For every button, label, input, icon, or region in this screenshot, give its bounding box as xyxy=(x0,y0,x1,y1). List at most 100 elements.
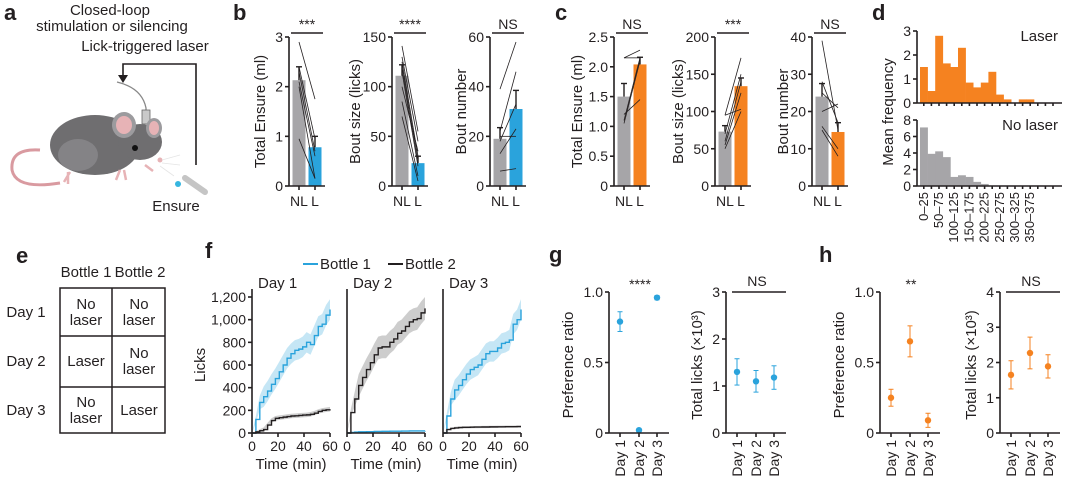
paired-line xyxy=(401,56,419,142)
subplot-day-2: 0 20 40 60 Time (min) Day 2 xyxy=(343,275,433,473)
paired-line xyxy=(623,99,641,115)
x-tick-label: Day 2 xyxy=(1022,440,1038,477)
arrow-head-icon xyxy=(118,75,128,83)
significance-label: NS xyxy=(622,16,641,32)
table-cell-text: No xyxy=(129,345,148,362)
x-tick-label: Day 2 xyxy=(748,440,764,477)
y-tick-label: 1.5 xyxy=(589,89,609,105)
significance-label: NS xyxy=(820,16,839,32)
ensure-drop-icon xyxy=(175,181,181,187)
bottle2-sem-band xyxy=(252,406,330,433)
y-tick-label: 3 xyxy=(903,23,911,39)
histogram-bar xyxy=(935,35,944,103)
y-tick-label: 800 xyxy=(223,334,247,350)
y-axis-label: Bout size (licks) xyxy=(670,59,687,164)
histogram-bar xyxy=(958,47,966,103)
histogram-bar xyxy=(927,91,936,103)
y-tick-label: 2 xyxy=(903,162,911,178)
histogram-bar xyxy=(1003,99,1012,103)
optic-fiber xyxy=(116,81,147,112)
table-cell-text: No xyxy=(76,394,95,411)
paired-line xyxy=(401,86,419,152)
histogram-bar xyxy=(920,67,928,103)
histogram-bar xyxy=(1026,99,1035,103)
y-tick-label: 0 xyxy=(986,425,994,441)
significance-label: NS xyxy=(498,16,517,32)
y-tick-label: 0 xyxy=(903,178,911,194)
y-axis-label: Preference ratio xyxy=(560,312,577,419)
paired-line xyxy=(821,103,839,112)
significance-label: *** xyxy=(725,16,742,32)
histogram-bar xyxy=(1018,99,1027,103)
paired-line xyxy=(298,71,316,152)
histogram-bar xyxy=(942,63,951,103)
y-tick-label: 2 xyxy=(712,331,720,347)
paired-line xyxy=(724,108,742,116)
y-tick-label: 0 xyxy=(600,178,608,194)
table-cell-text: No xyxy=(129,296,148,313)
mouse-illustration-icon xyxy=(10,112,181,187)
y-tick-label: 50 xyxy=(370,128,386,144)
panel-label-a: a xyxy=(4,0,17,25)
paired-line xyxy=(298,66,316,139)
histogram-bar xyxy=(927,153,936,186)
y-tick-label: 2 xyxy=(903,47,911,63)
y-axis-label: Bout size (licks) xyxy=(347,59,364,164)
panel-a-line1: Closed-loop xyxy=(70,2,150,19)
y-axis-label: Bout number xyxy=(453,69,470,155)
y-tick-label: 1,000 xyxy=(211,312,246,328)
data-point xyxy=(1007,371,1015,379)
dot-chart-h1: 0 0.5 1.0 Day 1 Day 2 Day 3 Preference ratio ** xyxy=(831,276,940,477)
bottle2-line xyxy=(347,308,426,434)
paired-line xyxy=(499,128,517,154)
dot-chart-h2: 0 1 2 3 4 Day 1 Day 2 Day 3 Total licks (×10³) NS xyxy=(963,273,1060,477)
paired-line xyxy=(499,168,517,172)
x-axis-label: Time (min) xyxy=(255,456,326,473)
y-tick-label: 0 xyxy=(238,425,246,441)
data-point xyxy=(1026,349,1034,357)
y-tick-label: 8 xyxy=(903,112,911,128)
panel-label-d: d xyxy=(872,0,885,25)
panel-e: e Bottle 1 Bottle 2 Day 1 NolaserNolaserD… xyxy=(6,243,166,434)
y-tick-label: 1 xyxy=(712,378,720,394)
histogram-bar xyxy=(973,181,982,186)
y-tick-label: 1.0 xyxy=(584,284,604,300)
significance-label: NS xyxy=(1021,273,1040,289)
x-tick-label: 50–75 xyxy=(931,192,946,228)
paired-line xyxy=(724,74,742,134)
x-tick-label: 40 xyxy=(296,438,312,454)
y-tick-label: 0 xyxy=(866,425,874,441)
y-axis-label: Total licks (×10³) xyxy=(963,310,980,420)
col-header-bottle-1: Bottle 1 xyxy=(61,264,112,281)
data-point xyxy=(635,426,643,434)
x-tick-label: 40 xyxy=(391,438,407,454)
bar-l xyxy=(308,147,322,186)
histogram-bar xyxy=(965,82,974,103)
x-tick-label: 20 xyxy=(461,438,477,454)
paired-line xyxy=(499,71,517,132)
paired-line xyxy=(821,126,839,149)
bottle1-line xyxy=(252,309,331,434)
histogram-bar xyxy=(973,87,982,103)
bar-l xyxy=(509,109,523,186)
table-cell-text: Laser xyxy=(120,402,158,419)
x-tick-label: L xyxy=(834,193,842,209)
y-tick-label: 1 xyxy=(275,128,283,144)
histogram-bar xyxy=(950,67,959,103)
x-tick-label: Day 1 xyxy=(883,440,899,477)
x-tick-label: 100–125 xyxy=(946,192,961,243)
panel-a-line2: stimulation or silencing xyxy=(36,18,188,35)
y-tick-label: 0 xyxy=(903,95,911,111)
y-tick-label: 0.5 xyxy=(855,355,875,371)
paired-line xyxy=(401,66,419,162)
y-tick-label: 0 xyxy=(378,178,386,194)
x-tick-label: Day 3 xyxy=(649,440,665,477)
x-tick-label: L xyxy=(737,193,745,209)
x-tick-label: 0 xyxy=(439,438,447,454)
bar-l xyxy=(633,64,647,186)
y-tick-label: 3 xyxy=(275,29,283,45)
bottle2-sem-band xyxy=(347,297,425,433)
significance-label: **** xyxy=(629,276,651,292)
y-tick-label: 40 xyxy=(790,29,806,45)
